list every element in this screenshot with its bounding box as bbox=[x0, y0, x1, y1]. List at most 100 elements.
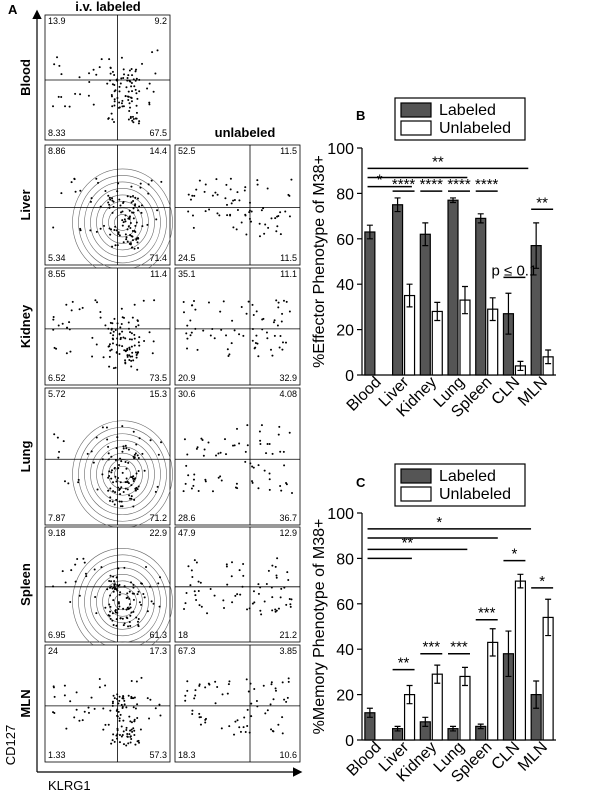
event-dot bbox=[143, 469, 146, 472]
event-dot bbox=[238, 569, 241, 572]
event-dot bbox=[141, 62, 144, 65]
event-dot bbox=[279, 596, 282, 599]
significance: *** bbox=[423, 639, 441, 656]
y-tick-label: 0 bbox=[345, 733, 354, 750]
event-dot bbox=[129, 117, 132, 120]
event-dot bbox=[203, 190, 206, 193]
event-dot bbox=[132, 200, 135, 203]
event-dot bbox=[128, 348, 131, 351]
event-dot bbox=[244, 450, 247, 453]
event-dot bbox=[133, 696, 136, 699]
flow-plot bbox=[44, 14, 171, 141]
event-dot bbox=[120, 322, 123, 325]
event-dot bbox=[123, 218, 126, 221]
quadrant-value: 30.6 bbox=[178, 389, 196, 399]
event-dot bbox=[132, 430, 135, 433]
event-dot bbox=[282, 299, 285, 302]
quadrant-value: 8.55 bbox=[48, 269, 66, 279]
event-dot bbox=[87, 706, 90, 709]
event-dot bbox=[220, 328, 223, 331]
event-dot bbox=[110, 348, 113, 351]
event-dot bbox=[95, 436, 98, 439]
event-dot bbox=[263, 232, 266, 235]
event-dot bbox=[118, 344, 121, 347]
event-dot bbox=[113, 84, 116, 87]
event-dot bbox=[60, 73, 63, 76]
event-dot bbox=[185, 464, 188, 467]
contour bbox=[90, 188, 155, 257]
event-dot bbox=[111, 619, 114, 622]
event-dot bbox=[216, 193, 219, 196]
event-dot bbox=[109, 586, 112, 589]
event-dot bbox=[57, 324, 60, 327]
event-dot bbox=[108, 470, 111, 473]
event-dot bbox=[108, 343, 111, 346]
event-dot bbox=[238, 442, 241, 445]
event-dot bbox=[87, 94, 90, 97]
row-label: Lung bbox=[18, 441, 33, 473]
event-dot bbox=[138, 90, 141, 93]
event-dot bbox=[138, 437, 141, 440]
event-dot bbox=[125, 236, 128, 239]
event-dot bbox=[225, 334, 228, 337]
event-dot bbox=[104, 606, 107, 609]
error-bar bbox=[533, 680, 540, 709]
event-dot bbox=[99, 227, 102, 230]
event-dot bbox=[113, 580, 116, 583]
event-dot bbox=[153, 299, 156, 302]
event-dot bbox=[95, 343, 98, 346]
contour bbox=[84, 560, 161, 643]
event-dot bbox=[219, 310, 222, 313]
event-dot bbox=[196, 446, 199, 449]
event-dot bbox=[118, 583, 121, 586]
quadrant-value: 28.6 bbox=[178, 513, 196, 523]
quadrant-value: 18.3 bbox=[178, 750, 196, 760]
event-dot bbox=[243, 716, 246, 719]
event-dot bbox=[107, 117, 110, 120]
event-dot bbox=[136, 703, 139, 706]
event-dot bbox=[266, 337, 269, 340]
event-dot bbox=[115, 498, 118, 501]
event-dot bbox=[109, 709, 112, 712]
event-dot bbox=[129, 215, 132, 218]
event-dot bbox=[277, 433, 280, 436]
event-dot bbox=[132, 598, 135, 601]
event-dot bbox=[245, 678, 248, 681]
event-dot bbox=[147, 183, 150, 186]
event-dot bbox=[121, 425, 124, 428]
event-dot bbox=[270, 681, 273, 684]
event-dot bbox=[269, 348, 272, 351]
event-dot bbox=[68, 105, 71, 108]
event-dot bbox=[273, 334, 276, 337]
event-dot bbox=[135, 238, 138, 241]
contour bbox=[102, 201, 143, 244]
bar bbox=[447, 199, 459, 376]
y-tick-label: 60 bbox=[336, 597, 354, 614]
row-label: Kidney bbox=[18, 304, 33, 348]
event-dot bbox=[130, 737, 133, 740]
flow-plot bbox=[44, 144, 171, 266]
event-dot bbox=[129, 331, 132, 334]
event-dot bbox=[193, 697, 196, 700]
event-dot bbox=[143, 596, 146, 599]
event-dot bbox=[92, 103, 95, 106]
event-dot bbox=[158, 605, 161, 608]
event-dot bbox=[226, 583, 229, 586]
significance: * bbox=[539, 573, 545, 590]
event-dot bbox=[143, 339, 146, 342]
event-dot bbox=[128, 338, 131, 341]
bar bbox=[487, 641, 499, 741]
event-dot bbox=[219, 475, 222, 478]
event-dot bbox=[227, 683, 230, 686]
event-dot bbox=[264, 223, 267, 226]
event-dot bbox=[84, 572, 87, 575]
event-dot bbox=[232, 226, 235, 229]
event-dot bbox=[104, 324, 107, 327]
event-dot bbox=[279, 485, 282, 488]
event-dot bbox=[118, 605, 121, 608]
event-dot bbox=[204, 721, 207, 724]
event-dot bbox=[230, 575, 233, 578]
event-dot bbox=[78, 76, 81, 79]
contour bbox=[90, 567, 155, 637]
flow-plot bbox=[174, 526, 301, 643]
